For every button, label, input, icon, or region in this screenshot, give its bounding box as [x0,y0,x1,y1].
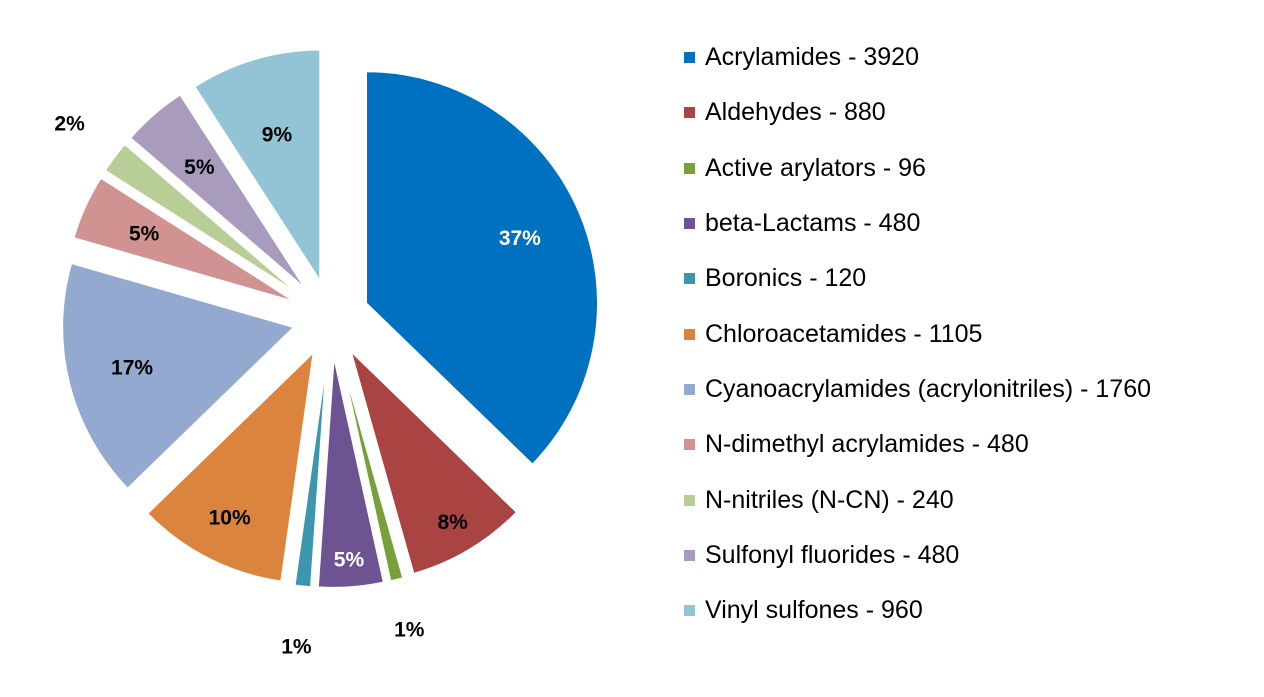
legend-label: beta-Lactams - 480 [705,209,921,238]
legend-item-10: Sulfonyl fluorides - 480 [684,528,1254,583]
legend-swatch [684,383,695,395]
slice-percent-label-2: 8% [437,511,468,534]
legend-label: Chloroacetamides - 1105 [705,319,983,348]
slice-percent-label-4: 5% [334,548,365,571]
legend-swatch [684,218,695,230]
legend-swatch [684,605,695,617]
slice-percent-label-9: 2% [54,113,85,136]
legend-swatch [684,549,695,561]
slice-percent-label-3: 1% [394,618,425,641]
pie-slice-4 [316,355,386,589]
legend-label: N-nitriles (N-CN) - 240 [705,485,954,514]
legend-label: Acrylamides - 3920 [705,43,919,72]
pie-slice-5 [293,355,329,589]
legend-item-7: Cyanoacrylamides (acrylonitriles) - 1760 [684,362,1254,417]
legend-swatch [684,494,695,506]
pie-slice-8 [72,176,297,304]
pie-slice-9 [103,142,302,297]
pie-slice-7 [61,261,297,491]
legend-swatch [684,439,695,451]
legend-item-6: Chloroacetamides - 1105 [684,306,1254,361]
legend-label: Cyanoacrylamides (acrylonitriles) - 1760 [705,374,1151,403]
legend-swatch [684,328,695,340]
slice-percent-label-7: 17% [111,357,153,380]
legend-item-4: beta-Lactams - 480 [684,196,1254,251]
legend-swatch [684,107,695,119]
slice-percent-label-5: 1% [281,636,312,659]
pie-slice-1 [364,70,599,467]
legend-swatch [684,162,695,174]
legend-item-11: Vinyl sulfones - 960 [684,583,1254,638]
legend-swatch [684,273,695,285]
legend-item-2: Aldehydes - 880 [684,85,1254,140]
legend-item-3: Active arylators - 96 [684,141,1254,196]
legend-label: Boronics - 120 [705,264,867,293]
legend: Acrylamides - 3920 Aldehydes - 880 Active … [684,30,1254,638]
slice-percent-label-11: 9% [262,124,293,147]
pie-slice-11 [193,48,322,285]
slice-percent-label-1: 37% [499,227,541,250]
pie-slice-3 [339,354,405,583]
pie-slice-6 [145,349,316,583]
slice-percent-label-10: 5% [184,156,215,179]
legend-label: Sulfonyl fluorides - 480 [705,540,960,569]
legend-label: Aldehydes - 880 [705,98,886,127]
legend-item-1: Acrylamides - 3920 [684,30,1254,85]
legend-swatch [684,52,695,64]
pie-plot-area: 37% 8% 1% 5% 1% 10% 17% 5% 2% 5% 9% [54,48,599,659]
legend-label: Vinyl sulfones - 960 [705,596,923,625]
legend-label: Active arylators - 96 [705,153,926,182]
slice-percent-label-8: 5% [129,223,160,246]
legend-item-5: Boronics - 120 [684,251,1254,306]
legend-label: N-dimethyl acrylamides - 480 [705,430,1029,459]
legend-item-8: N-dimethyl acrylamides - 480 [684,417,1254,472]
pie-slice-10 [128,93,307,291]
legend-item-9: N-nitriles (N-CN) - 240 [684,472,1254,527]
pie-slice-2 [348,347,519,576]
slice-percent-label-6: 10% [209,506,251,529]
